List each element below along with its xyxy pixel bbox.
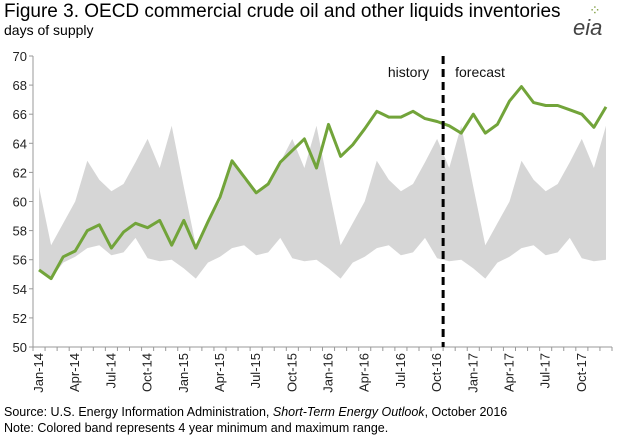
y-tick-label: 68: [13, 78, 27, 93]
range-band-layer: [39, 125, 606, 279]
x-tick-label: Oct-16: [429, 353, 444, 392]
y-tick-label: 56: [13, 253, 27, 268]
band-note: Note: Colored band represents 4 year min…: [4, 421, 389, 435]
min-max-range-band: [39, 125, 606, 279]
x-tick-label: Oct-17: [574, 353, 589, 392]
sun-rays-icon: ⁘: [589, 2, 601, 18]
x-tick-label: Jul-15: [248, 353, 263, 388]
axis-layer: 50 52 54 56 58 60 62 64 66 68 70 Jan-14 Apr-14 Jul-14…: [13, 49, 613, 393]
y-tick-label: 60: [13, 195, 27, 210]
series-line-layer: [38, 85, 608, 281]
history-label: history: [388, 64, 429, 80]
y-tick-label: 52: [13, 311, 27, 326]
x-tick-label: Jul-16: [393, 353, 408, 388]
forecast-label: forecast: [455, 64, 505, 80]
chart-title: Figure 3. OECD commercial crude oil and …: [4, 1, 561, 22]
logo-text: eia: [573, 15, 603, 40]
y-tick-label: 54: [13, 282, 27, 297]
inventory-series-line: [38, 85, 608, 281]
y-tick-label: 50: [13, 340, 27, 355]
x-tick-label: Apr-14: [67, 353, 82, 392]
x-tick-label: Oct-15: [284, 353, 299, 392]
x-tick-label: Apr-16: [357, 353, 372, 392]
y-tick-label: 66: [13, 107, 27, 122]
x-tick-label: Jul-17: [538, 353, 553, 388]
x-tick-label: Jan-15: [176, 353, 191, 393]
x-tick-label: Apr-17: [501, 353, 516, 392]
source-suffix: , October 2016: [424, 405, 508, 419]
x-tick-label: Jan-14: [31, 353, 46, 393]
chart-subtitle: days of supply: [4, 22, 94, 38]
annotation-layer: history forecast: [388, 56, 505, 347]
x-tick-label: Oct-14: [140, 353, 155, 392]
x-tick-label: Jul-14: [103, 353, 118, 388]
x-tick-label: Jan-17: [465, 353, 480, 393]
source-prefix: Source: U.S. Energy Information Administ…: [4, 405, 273, 419]
eia-logo: ⁘ eia: [573, 3, 619, 43]
source-publication: Short-Term Energy Outlook: [272, 405, 425, 419]
source-note: Source: U.S. Energy Information Administ…: [4, 405, 507, 419]
y-tick-label: 64: [13, 136, 27, 151]
x-tick-label: Jan-16: [321, 353, 336, 393]
y-tick-label: 62: [13, 165, 27, 180]
x-tick-label: Apr-15: [212, 353, 227, 392]
y-tick-label: 70: [13, 49, 27, 64]
y-tick-label: 58: [13, 224, 27, 239]
